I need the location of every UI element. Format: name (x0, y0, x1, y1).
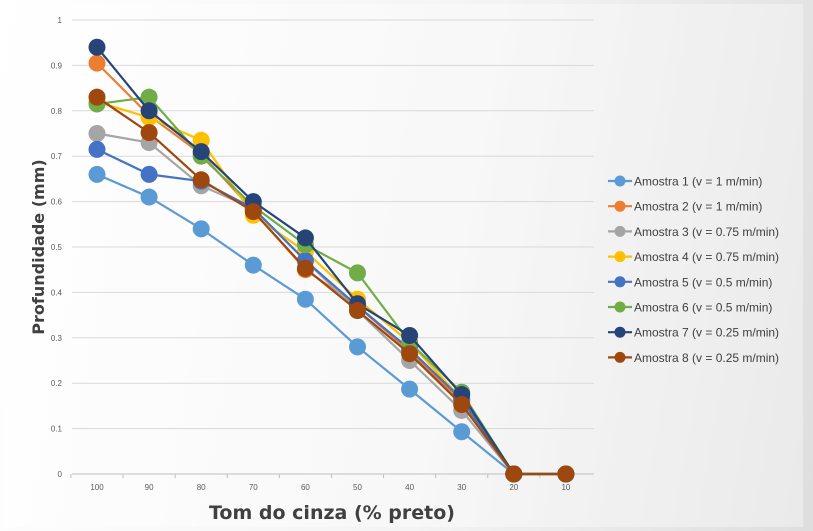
x-tick-label: 40 (405, 483, 414, 492)
data-point (140, 188, 158, 206)
legend-item: Amostra 4 (v = 0.75 m/min) (608, 250, 779, 264)
legend-swatch-marker (614, 351, 626, 363)
x-tick-label: 20 (509, 483, 518, 492)
y-axis-tick-labels: 0 0.1 0.2 0.3 0.4 0.5 0.6 0.7 0.8 0.9 1 (51, 16, 63, 479)
x-tick-label: 70 (249, 483, 258, 492)
data-point (140, 165, 158, 183)
legend-swatch-marker (614, 251, 626, 263)
series-line (96, 96, 566, 476)
data-point (453, 423, 471, 441)
data-point (349, 338, 366, 356)
data-point (88, 140, 106, 158)
data-point (296, 229, 314, 247)
legend-swatch-marker (614, 200, 626, 212)
legend-item: Amostra 3 (v = 0.75 m/min) (608, 225, 779, 239)
x-tick-label: 10 (561, 483, 570, 492)
legend-item: Amostra 6 (v = 0.5 m/min) (608, 301, 772, 315)
y-axis-title: Profundidade (mm) (29, 159, 48, 334)
data-point (401, 327, 419, 345)
legend-swatch-marker (614, 225, 626, 237)
series-line (96, 173, 566, 476)
data-point (244, 203, 262, 221)
data-point (88, 54, 106, 72)
chart-background (4, 4, 803, 527)
data-point (192, 171, 210, 189)
x-tick-label: 100 (90, 483, 104, 492)
series-group (88, 38, 575, 483)
data-point (401, 345, 419, 363)
y-tick-label: 0.5 (51, 243, 63, 252)
legend-swatch-marker (614, 301, 626, 313)
legend-label: Amostra 7 (v = 0.25 m/min) (634, 326, 779, 340)
data-point (401, 380, 419, 398)
series-8 (88, 88, 575, 483)
legend-label: Amostra 5 (v = 0.5 m/min) (634, 275, 772, 289)
legend-item: Amostra 1 (v = 1 m/min) (608, 175, 762, 189)
y-tick-label: 0.7 (51, 152, 63, 161)
data-point (88, 38, 106, 56)
data-point (140, 124, 158, 142)
x-axis-title: Tom do cinza (% preto) (209, 502, 455, 524)
legend-item: Amostra 2 (v = 1 m/min) (608, 200, 762, 214)
data-point (557, 465, 575, 483)
data-point (192, 220, 210, 238)
y-tick-label: 1 (58, 16, 63, 25)
series-line (96, 132, 566, 476)
data-point (505, 465, 523, 483)
legend: Amostra 1 (v = 1 m/min) Amostra 2 (v = 1 … (608, 175, 779, 365)
x-tick-label: 80 (197, 483, 206, 492)
y-tick-label: 0.6 (51, 198, 63, 207)
data-point (88, 125, 106, 142)
data-point (296, 290, 314, 308)
data-point (244, 256, 262, 274)
legend-swatch-marker (614, 276, 626, 288)
legend-label: Amostra 1 (v = 1 m/min) (634, 175, 762, 189)
data-point (453, 396, 471, 414)
y-tick-label: 0.3 (51, 334, 63, 343)
legend-swatch-marker (614, 326, 626, 338)
legend-item: Amostra 8 (v = 0.25 m/min) (608, 351, 779, 365)
legend-item: Amostra 5 (v = 0.5 m/min) (608, 275, 772, 289)
legend-label: Amostra 6 (v = 0.5 m/min) (634, 301, 772, 315)
legend-label: Amostra 4 (v = 0.75 m/min) (634, 250, 779, 264)
legend-item: Amostra 7 (v = 0.25 m/min) (608, 326, 779, 340)
data-point (140, 102, 158, 120)
data-point (88, 165, 106, 183)
data-point (192, 143, 210, 161)
data-point (296, 259, 314, 277)
legend-swatch-marker (614, 175, 626, 187)
x-axis-tick-labels: 100 90 80 70 60 50 40 30 20 10 (70, 474, 571, 492)
x-tick-label: 60 (301, 483, 310, 492)
legend-label: Amostra 3 (v = 0.75 m/min) (634, 225, 779, 239)
data-point (88, 88, 106, 106)
y-tick-label: 0.2 (51, 379, 63, 388)
gridlines (72, 19, 594, 475)
y-tick-label: 0.9 (51, 61, 63, 70)
x-tick-label: 50 (353, 483, 362, 492)
x-tick-label: 90 (145, 483, 154, 492)
y-tick-label: 0.4 (51, 288, 63, 297)
y-tick-label: 0.1 (51, 425, 63, 434)
y-tick-label: 0.8 (51, 107, 63, 116)
data-point (349, 302, 366, 320)
series-line (96, 46, 566, 476)
legend-label: Amostra 2 (v = 1 m/min) (634, 200, 762, 214)
series-line (96, 148, 566, 476)
data-point (140, 88, 158, 106)
legend-label: Amostra 8 (v = 0.25 m/min) (634, 351, 779, 365)
data-point (349, 264, 366, 282)
y-tick-label: 0 (58, 470, 63, 479)
x-tick-label: 30 (457, 483, 466, 492)
